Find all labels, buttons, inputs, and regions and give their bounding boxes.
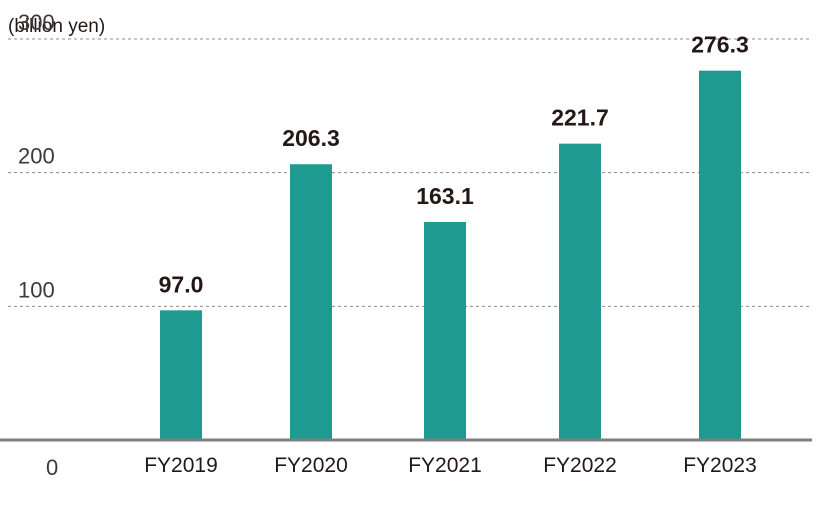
y-tick-label: 0: [46, 455, 58, 480]
value-labels: 97.0 206.3 163.1 221.7 276.3: [159, 32, 749, 298]
y-tick-label: 100: [18, 277, 55, 302]
value-label: 97.0: [159, 271, 204, 297]
x-tick-label: FY2019: [144, 454, 218, 477]
x-tick-labels: FY2019 FY2020 FY2021 FY2022 FY2023: [144, 454, 757, 477]
y-axis-unit-label: (billion yen): [8, 16, 105, 37]
value-label: 163.1: [416, 183, 474, 209]
x-tick-label: FY2020: [274, 454, 348, 477]
bar-fy2021: [424, 221, 466, 440]
value-label: 276.3: [691, 32, 749, 58]
bar-fy2020: [290, 164, 332, 441]
value-label: 206.3: [282, 125, 340, 151]
gridlines: [8, 38, 812, 307]
y-tick-label: 300: [18, 10, 55, 35]
x-tick-label: FY2022: [543, 454, 617, 477]
y-tick-label: 200: [18, 144, 55, 169]
x-tick-label: FY2023: [683, 454, 757, 477]
bars: [160, 70, 741, 441]
value-label: 221.7: [551, 105, 609, 131]
y-tick-labels: 0 100 200 300: [18, 10, 58, 480]
bar-fy2023: [699, 70, 741, 440]
bar-fy2019: [160, 310, 202, 440]
bar-fy2022: [559, 143, 601, 440]
x-tick-label: FY2021: [408, 454, 482, 477]
